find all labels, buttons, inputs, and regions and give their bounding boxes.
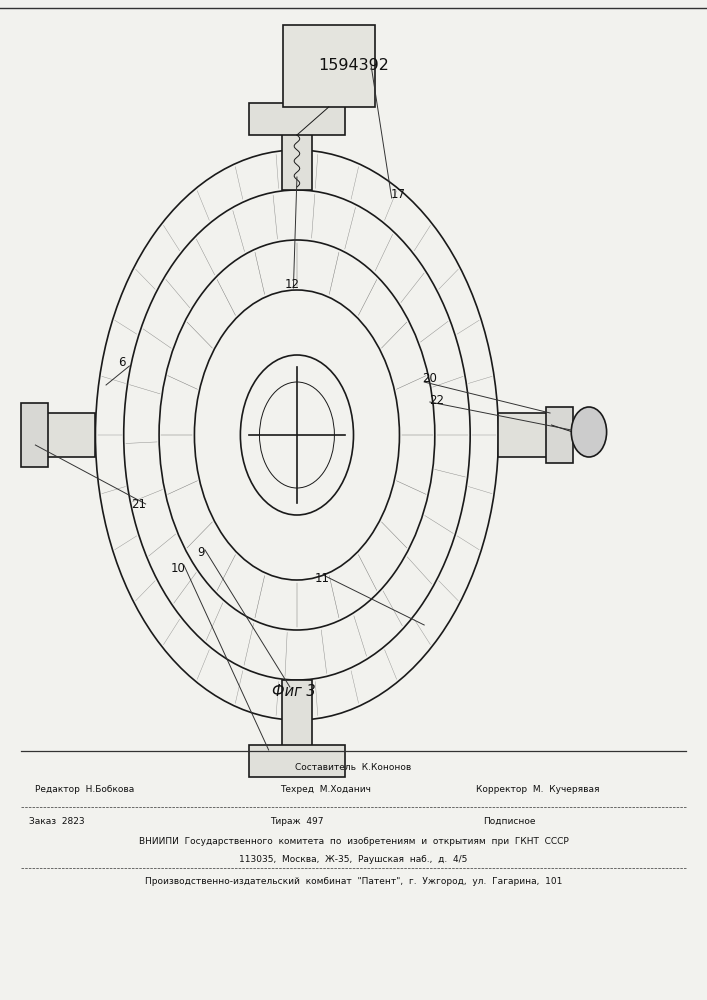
Circle shape (571, 407, 607, 457)
Text: Тираж  497: Тираж 497 (270, 817, 324, 826)
Text: 1594392: 1594392 (318, 58, 389, 74)
Text: 21: 21 (131, 497, 146, 510)
Text: ВНИИПИ  Государственного  комитета  по  изобретениям  и  открытиям  при  ГКНТ  С: ВНИИПИ Государственного комитета по изоб… (139, 837, 568, 846)
Text: Редактор  Н.Бобкова: Редактор Н.Бобкова (35, 785, 134, 794)
Bar (498, 414, 551, 456)
Text: 17: 17 (390, 188, 406, 200)
Text: Корректор  М.  Кучерявая: Корректор М. Кучерявая (476, 785, 599, 794)
Bar (282, 680, 312, 753)
Text: 113035,  Москва,  Ж-35,  Раушская  наб.,  д.  4/5: 113035, Москва, Ж-35, Раушская наб., д. … (239, 855, 468, 864)
Bar (546, 407, 573, 463)
Text: 10: 10 (170, 562, 186, 574)
Text: Фиг 3: Фиг 3 (271, 684, 315, 700)
Bar (21, 403, 48, 467)
Bar (39, 414, 95, 456)
Bar (249, 103, 345, 135)
Bar (283, 25, 375, 107)
Text: 22: 22 (428, 393, 444, 406)
Text: 9: 9 (198, 546, 205, 560)
Bar (282, 122, 312, 190)
Text: Техред  М.Хoданич: Техред М.Хoданич (280, 785, 370, 794)
Text: Производственно-издательский  комбинат  "Патент",  г.  Ужгород,  ул.  Гагарина, : Производственно-издательский комбинат "П… (145, 877, 562, 886)
Text: Составитель  К.Кононов: Составитель К.Кононов (296, 763, 411, 772)
Text: Заказ  2823: Заказ 2823 (29, 817, 84, 826)
Text: 12: 12 (284, 277, 300, 290)
Bar (249, 745, 345, 777)
Text: 20: 20 (421, 371, 437, 384)
Text: 6: 6 (119, 356, 126, 368)
Text: 11: 11 (314, 572, 329, 584)
Text: Подписное: Подписное (483, 817, 535, 826)
